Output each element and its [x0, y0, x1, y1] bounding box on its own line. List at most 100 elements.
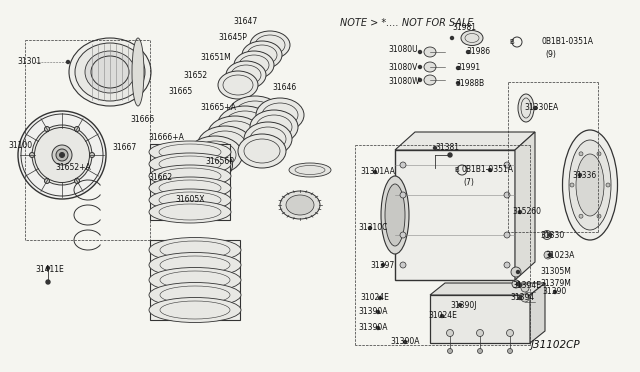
Circle shape: [376, 327, 380, 330]
Text: (9): (9): [545, 51, 556, 60]
Text: 315260: 315260: [512, 208, 541, 217]
Ellipse shape: [29, 153, 35, 157]
Ellipse shape: [60, 153, 65, 157]
Ellipse shape: [477, 349, 483, 353]
Ellipse shape: [149, 282, 241, 308]
Ellipse shape: [280, 191, 320, 219]
Text: 31390A: 31390A: [358, 324, 387, 333]
Polygon shape: [515, 132, 535, 280]
Ellipse shape: [238, 134, 286, 168]
Ellipse shape: [149, 141, 231, 163]
Ellipse shape: [543, 231, 552, 240]
Text: 31390: 31390: [542, 288, 566, 296]
Text: 31665+A: 31665+A: [200, 103, 236, 112]
Ellipse shape: [234, 51, 274, 79]
Text: NOTE > *.... NOT FOR SALE: NOTE > *.... NOT FOR SALE: [340, 18, 474, 28]
Ellipse shape: [250, 110, 298, 144]
Ellipse shape: [226, 61, 266, 89]
Circle shape: [579, 173, 582, 176]
Circle shape: [403, 340, 406, 343]
Text: J31102CP: J31102CP: [531, 340, 580, 350]
Circle shape: [534, 106, 536, 109]
Text: 31645P: 31645P: [218, 33, 247, 42]
Bar: [395, 150, 515, 280]
Ellipse shape: [198, 126, 253, 164]
Ellipse shape: [579, 214, 583, 218]
Ellipse shape: [504, 232, 510, 238]
Circle shape: [456, 81, 460, 84]
Circle shape: [419, 65, 422, 68]
Polygon shape: [395, 132, 535, 150]
Ellipse shape: [508, 349, 513, 353]
Text: 31023A: 31023A: [545, 250, 574, 260]
Text: 31310C: 31310C: [358, 224, 387, 232]
Circle shape: [419, 51, 422, 54]
Circle shape: [516, 270, 520, 273]
Text: 31336: 31336: [572, 170, 596, 180]
Circle shape: [376, 311, 380, 314]
Ellipse shape: [85, 51, 135, 93]
Circle shape: [440, 314, 444, 317]
Ellipse shape: [512, 280, 520, 288]
Circle shape: [451, 36, 454, 39]
Ellipse shape: [504, 162, 510, 168]
Ellipse shape: [606, 183, 610, 187]
Circle shape: [548, 253, 552, 257]
Text: 31988B: 31988B: [455, 78, 484, 87]
Bar: [150, 240, 240, 320]
Circle shape: [374, 170, 376, 173]
Text: 31397: 31397: [370, 260, 394, 269]
Ellipse shape: [52, 145, 72, 165]
Ellipse shape: [149, 237, 241, 263]
Text: 31024E: 31024E: [360, 294, 389, 302]
Ellipse shape: [149, 253, 241, 278]
Ellipse shape: [461, 31, 483, 45]
Ellipse shape: [90, 153, 95, 157]
Circle shape: [467, 51, 470, 54]
Ellipse shape: [69, 38, 151, 106]
Ellipse shape: [400, 262, 406, 268]
Text: 31301AA: 31301AA: [360, 167, 395, 176]
Text: 31991: 31991: [456, 64, 480, 73]
Ellipse shape: [75, 43, 145, 101]
Ellipse shape: [157, 166, 212, 204]
Circle shape: [518, 283, 522, 286]
Ellipse shape: [286, 195, 314, 215]
Ellipse shape: [149, 177, 231, 199]
Ellipse shape: [218, 106, 273, 144]
Text: 31080W: 31080W: [388, 77, 420, 87]
Circle shape: [548, 234, 552, 237]
Ellipse shape: [504, 192, 510, 198]
Bar: [430, 295, 530, 343]
Text: 31651M: 31651M: [200, 54, 231, 62]
Circle shape: [378, 296, 381, 299]
Text: 31662: 31662: [148, 173, 172, 183]
Ellipse shape: [149, 298, 241, 323]
Ellipse shape: [521, 284, 529, 292]
Circle shape: [554, 291, 557, 294]
Text: 0B1B1-0351A: 0B1B1-0351A: [542, 38, 594, 46]
Ellipse shape: [207, 116, 262, 154]
Ellipse shape: [576, 154, 604, 216]
Ellipse shape: [381, 176, 409, 254]
Text: 31667: 31667: [112, 144, 136, 153]
Ellipse shape: [518, 94, 534, 122]
Text: 31305M: 31305M: [540, 267, 571, 276]
Text: 31656P: 31656P: [205, 157, 234, 167]
Text: 31665: 31665: [168, 87, 192, 96]
Ellipse shape: [424, 47, 436, 57]
Text: 31986: 31986: [466, 48, 490, 57]
Text: 31024E: 31024E: [428, 311, 457, 321]
Text: 31666+A: 31666+A: [148, 134, 184, 142]
Text: 31381: 31381: [435, 144, 459, 153]
Text: 31605X: 31605X: [175, 196, 205, 205]
Text: 31379M: 31379M: [540, 279, 571, 289]
Text: 31390A: 31390A: [390, 337, 419, 346]
Text: 31981: 31981: [452, 23, 476, 32]
Ellipse shape: [149, 267, 241, 292]
Text: 31652: 31652: [183, 71, 207, 80]
Ellipse shape: [504, 262, 510, 268]
Text: B: B: [509, 39, 515, 45]
Text: 31411E: 31411E: [35, 266, 64, 275]
Ellipse shape: [424, 75, 436, 85]
